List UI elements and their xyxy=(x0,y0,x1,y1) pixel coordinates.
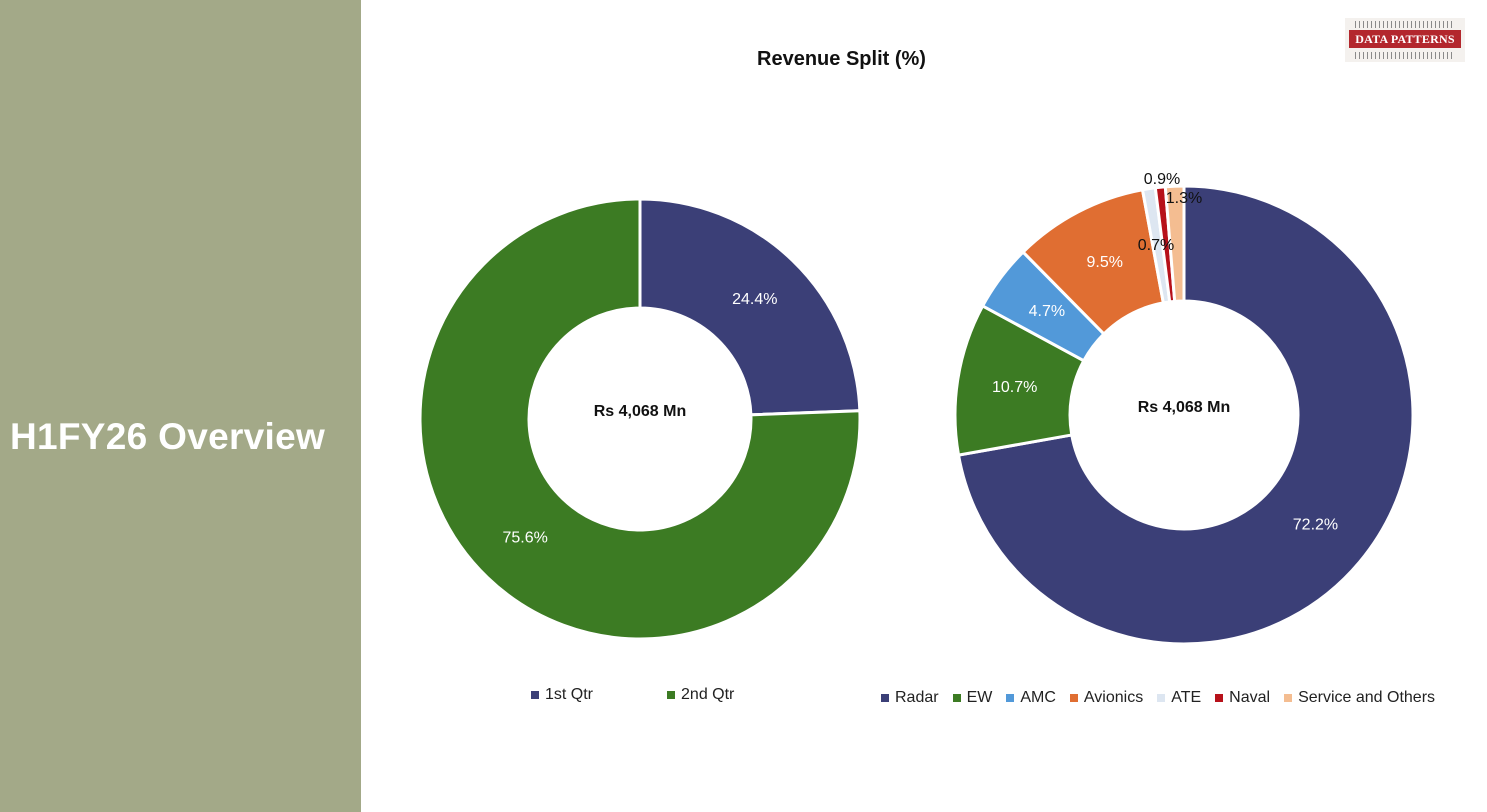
slice-service-and-others xyxy=(1163,184,1186,303)
legend-label-radar: Radar xyxy=(895,689,939,706)
page-title: H1FY26 Overview xyxy=(10,416,326,457)
data-label-avionics: 9.5% xyxy=(1086,254,1122,271)
logo-decoration-top xyxy=(1355,21,1455,28)
legend-label-avionics: Avionics xyxy=(1083,689,1144,706)
legend-item-ate: ATE xyxy=(1157,689,1201,707)
legend-swatch-ate xyxy=(1157,694,1166,702)
legend-swatch-avionics xyxy=(1069,694,1078,702)
center-total-label: Rs 4,068 Mn xyxy=(594,403,686,420)
data-label-1st-qtr: 24.4% xyxy=(732,291,777,308)
slice-2nd-qtr xyxy=(418,197,862,641)
slice-1st-qtr xyxy=(638,197,862,417)
data-label-ate: 0.9% xyxy=(1144,171,1180,188)
donut-chart-quarterly: 24.4% 75.6% Rs 4,068 Mn xyxy=(418,197,862,641)
legend-item-ew: EW xyxy=(952,689,993,707)
slice-radar xyxy=(956,184,1415,646)
legend-label-2nd-qtr: 2nd Qtr xyxy=(681,686,735,703)
legend-swatch-2nd-qtr xyxy=(667,691,676,699)
logo-decoration-bottom xyxy=(1355,52,1455,59)
legend-item-2nd-qtr: 2nd Qtr xyxy=(667,686,734,704)
chart-title: Revenue Split (%) xyxy=(757,48,926,70)
center-total-label: Rs 4,068 Mn xyxy=(1138,399,1230,416)
sidebar-panel: H1FY26 Overview xyxy=(0,0,361,812)
legend-item-avionics: Avionics xyxy=(1069,689,1144,707)
data-label-2nd-qtr: 75.6% xyxy=(503,529,548,546)
data-label-amc: 4.7% xyxy=(1029,303,1065,320)
legend-item-naval: Naval xyxy=(1215,689,1270,707)
legend-label-naval: Naval xyxy=(1229,689,1271,706)
legend-swatch-naval xyxy=(1215,694,1224,702)
donut-chart-segments: 72.2% 10.7% 4.7% 9.5% 0.9% 0.7% 1.3% Rs 4,068 M… xyxy=(953,171,1415,646)
legend-label-amc: AMC xyxy=(1020,689,1056,706)
legend-item-radar: Radar xyxy=(881,689,939,707)
data-label-naval: 0.7% xyxy=(1138,237,1174,254)
legend-swatch-radar xyxy=(881,694,889,702)
legend-swatch-service-and-others xyxy=(1284,694,1293,702)
legend-swatch-1st-qtr xyxy=(531,691,539,699)
legend-swatch-amc xyxy=(1006,694,1015,702)
legend-item-1st-qtr: 1st Qtr xyxy=(531,686,593,704)
logo-text: DATA PATTERNS xyxy=(1349,30,1461,48)
legend-label-ate: ATE xyxy=(1171,689,1202,706)
data-label-radar: 72.2% xyxy=(1293,516,1338,533)
legend-quarterly: 1st Qtr 2nd Qtr xyxy=(531,686,748,704)
legend-label-service-and-others: Service and Others xyxy=(1298,689,1436,706)
legend-item-amc: AMC xyxy=(1006,689,1056,707)
data-label-service-and-others: 1.3% xyxy=(1166,190,1202,207)
legend-segments: Radar EW AMC Avionics ATE Naval Service and Ot… xyxy=(881,689,1449,707)
legend-label-ew: EW xyxy=(966,689,993,706)
data-label-ew: 10.7% xyxy=(992,379,1037,396)
company-logo: DATA PATTERNS xyxy=(1345,18,1465,62)
legend-swatch-ew xyxy=(952,694,961,702)
legend-label-1st-qtr: 1st Qtr xyxy=(545,686,594,703)
legend-item-service-and-others: Service and Others xyxy=(1284,689,1435,707)
